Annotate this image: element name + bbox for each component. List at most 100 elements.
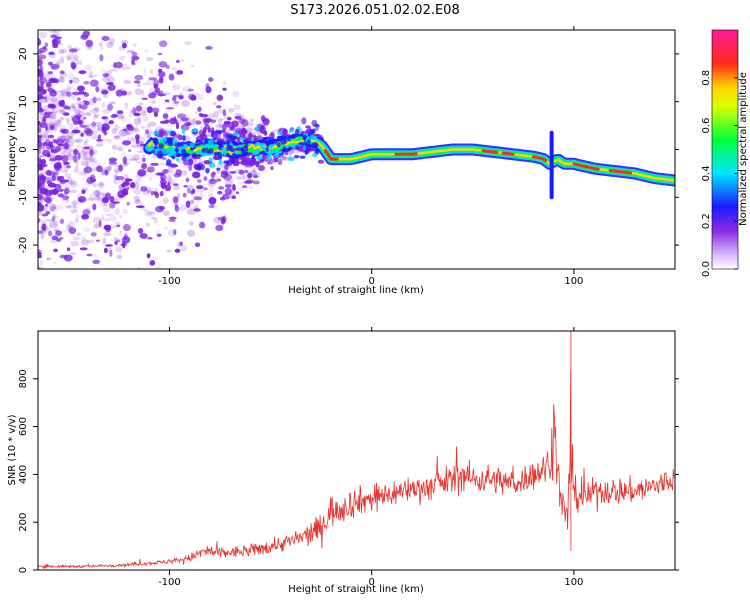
spectrogram-noise-blob [61,88,70,97]
spectrogram-noise-blob [190,118,199,124]
spectrogram-noise-blob [252,135,260,143]
spectrogram-noise-blob [145,56,154,62]
snr-y-axis-label: SNR (10 * v/v) [7,414,18,485]
spectrogram-noise-blob [241,119,249,127]
spectrogram-noise-blob [233,112,242,120]
spectrogram-noise-blob [255,120,264,128]
spectrogram-noise-blob [82,88,86,94]
spectrogram-noise-blob [160,177,165,181]
spectrogram-ridge-peak [572,162,600,171]
spectrogram-noise-blob [38,38,42,46]
spectrogram-speckle [255,155,263,160]
spectrogram-noise-blob [186,116,191,123]
spectrogram-noise-blob [168,73,175,81]
spectrogram-noise-blob [173,95,177,103]
spectrogram-noise-blob [224,164,229,171]
spectrogram-noise-blob [52,33,61,37]
spectrogram-noise-blob [40,232,45,239]
spectrogram-noise-blob [131,62,136,66]
spectrogram-noise-blob [38,108,45,113]
spectrogram-noise-blob [101,35,110,41]
spectrogram-noise-blob [48,71,54,75]
spectrogram-noise-blob [96,197,103,203]
spectrogram-noise-blob [93,114,100,119]
spectrogram-speckle [226,141,230,147]
spectrogram-noise-blob [98,42,103,47]
spectrogram-speckle [223,150,227,157]
spectrogram-noise-blob [42,286,49,289]
spectrogram-noise-blob [113,135,121,140]
spectrogram-noise-blob [78,70,87,75]
spectrogram-noise-blob [129,181,136,189]
spectrogram-noise-blob [117,190,126,198]
spectrogram-noise-blob [71,119,76,123]
spectrogram-noise-blob [162,113,169,119]
spectrogram-noise-blob [80,115,86,121]
spectrogram-speckle [286,137,291,142]
spectrogram-marks [38,10,675,289]
spectrogram-noise-blob [39,122,48,128]
spectrogram-noise-blob [83,156,93,161]
spectrogram-noise-blob [171,67,177,71]
spectrogram-noise-blob [54,204,64,210]
spectrogram-frame [37,29,676,270]
spectrogram-noise-blob [84,166,93,173]
spectrogram-speckle [293,154,300,159]
spectrogram-noise-blob [45,169,52,176]
spectrogram-noise-blob [224,187,232,195]
spectrogram-noise-blob [134,88,143,96]
spectrogram-noise-blob [157,93,167,97]
spectrogram-noise-blob [71,200,80,206]
spectrogram-noise-blob [60,42,64,46]
spectrogram-noise-blob [186,208,196,215]
spectrogram-noise-blob [137,227,144,234]
spectrogram-speckle [295,145,300,150]
spectrogram-noise-blob [46,58,51,66]
spectrogram-noise-blob [148,121,157,127]
spectrogram-speckle [234,147,242,152]
spectrogram-speckle [149,136,153,140]
spectrogram-noise-blob [64,190,68,196]
spectrogram-speckle [152,137,159,143]
spectrogram-noise-blob [124,102,129,110]
spectrogram-noise-blob [59,76,65,84]
spectrogram-speckle [218,152,222,159]
spectrogram-noise-blob [88,155,95,164]
spectrogram-noise-blob [101,116,108,120]
spectrogram-noise-blob [218,186,225,190]
spectrogram-noise-blob [39,260,44,266]
spectrogram-ridge-peak [531,155,548,163]
spectrogram-noise-blob [138,140,145,145]
spectrogram-noise-blob [140,125,146,129]
spectrogram-noise-blob [158,68,163,73]
spectrogram-noise-blob [41,88,47,95]
spectrogram-noise-blob [141,10,148,12]
spectrogram-noise-blob [51,30,61,34]
spectrogram-noise-blob [76,85,85,92]
spectrogram-noise-blob [38,133,43,140]
spectrogram-noise-blob [162,157,167,160]
spectrogram-noise-blob [47,72,51,79]
spectrogram-speckle [216,129,223,134]
spectrogram-noise-blob [54,124,58,131]
spectrogram-noise-blob [63,135,73,141]
spectrogram-noise-blob [115,89,124,97]
spectrogram-noise-blob [83,80,90,85]
spectrogram-noise-blob [149,100,157,104]
spectrogram-noise-blob [60,90,69,97]
spectrogram-noise-blob [113,201,120,205]
spectrogram-noise-blob [111,201,121,204]
spectrogram-noise-blob [48,51,55,55]
spectrogram-noise-blob [176,113,186,119]
spectrogram-noise-blob [132,58,137,63]
y-tick-label: 800 [18,369,29,388]
spectrogram-noise-blob [82,175,88,181]
spectrogram-noise-blob [301,117,307,125]
spectrogram-noise-blob [105,218,111,222]
spectrogram-noise-blob [48,221,57,229]
spectrogram-noise-blob [54,220,59,226]
spectrogram-speckle [311,142,318,146]
spectrogram-noise-blob [250,169,258,177]
spectrogram-noise-blob [47,52,57,59]
x-tick-label: 100 [564,276,583,287]
